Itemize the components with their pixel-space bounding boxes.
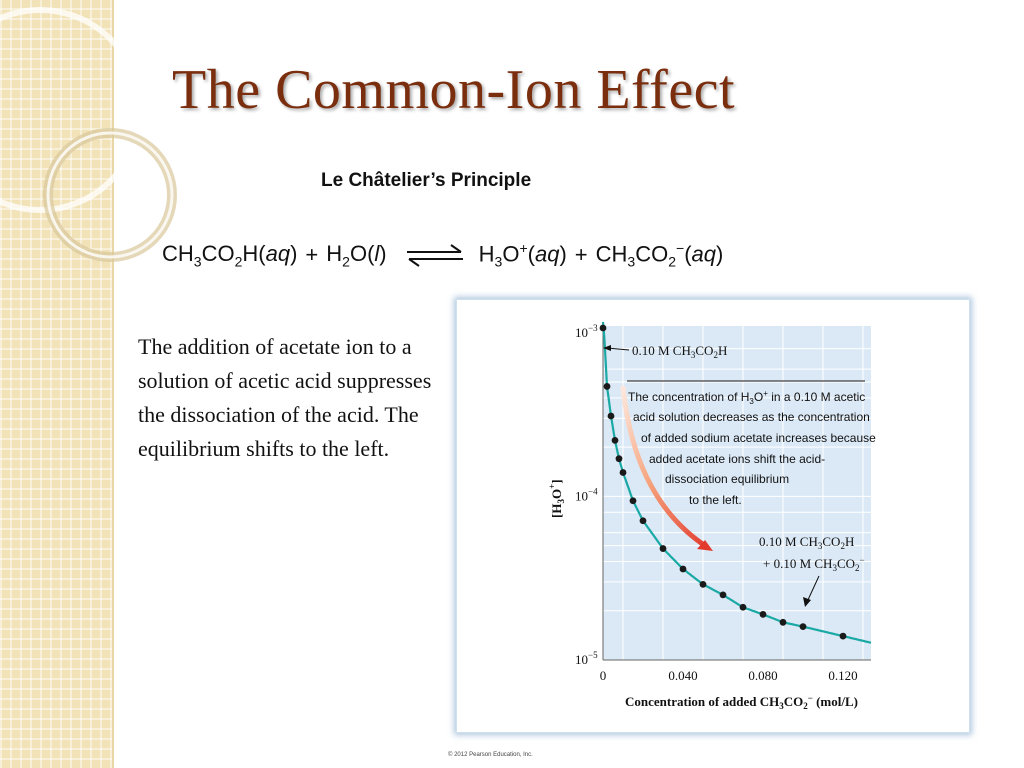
data-point bbox=[799, 623, 807, 631]
data-point bbox=[599, 324, 607, 332]
plus-sign: + bbox=[305, 241, 319, 267]
equilibrium-equation: CH3CO2H(aq) + H2O(l) H3O+(aq) + CH3CO2−(… bbox=[162, 240, 723, 270]
bottom-label-leader bbox=[806, 575, 820, 603]
bottom-label-line-1: 0.10 M CH3CO2H bbox=[759, 534, 854, 551]
tick-labels: 0 0.040 0.080 0.120 10−3 10−4 10−5 bbox=[575, 323, 858, 683]
series-curve bbox=[601, 321, 872, 644]
chart-figure: 0 0.040 0.080 0.120 10−3 10−4 10−5 0.10 M CH3C… bbox=[456, 299, 970, 733]
note-line-1: The concentration of H3O+ in a 0.10 M ac… bbox=[628, 389, 865, 406]
slide-subtitle: Le Châtelier’s Principle bbox=[321, 170, 532, 191]
data-point bbox=[779, 618, 787, 626]
trend-arrowhead bbox=[697, 540, 713, 551]
data-point bbox=[603, 383, 611, 390]
data-point bbox=[719, 591, 727, 599]
data-point bbox=[839, 632, 847, 640]
data-points bbox=[599, 324, 847, 640]
x-tick-label: 0 bbox=[600, 668, 607, 683]
body-text: The addition of acetate ion to a solutio… bbox=[138, 334, 432, 461]
note-line-5: dissociation equilibrium bbox=[665, 472, 789, 486]
bottom-label-line-2: + 0.10 M CH3CO2− bbox=[763, 555, 865, 573]
product-acetate: CH3CO2−(aq) bbox=[595, 240, 724, 270]
reactant-acetic-acid: CH3CO2H(aq) bbox=[162, 240, 298, 270]
data-point bbox=[759, 610, 767, 618]
data-point bbox=[615, 455, 623, 463]
data-point bbox=[659, 545, 667, 552]
y-tick-label: 10−4 bbox=[575, 486, 598, 503]
note-line-3: of added sodium acetate increases becaus… bbox=[641, 431, 876, 445]
x-tick-label: 0.040 bbox=[668, 668, 697, 683]
note-line-4: added acetate ions shift the acid- bbox=[649, 452, 825, 466]
plus-sign: + bbox=[574, 241, 588, 267]
x-tick-label: 0.080 bbox=[748, 668, 777, 683]
decorative-sidebar bbox=[0, 0, 114, 768]
slide-title: The Common-Ion Effect bbox=[172, 59, 736, 121]
bottom-label-arrowhead bbox=[803, 597, 811, 607]
data-point bbox=[607, 412, 615, 420]
note-line-6: to the left. bbox=[689, 493, 742, 507]
data-point bbox=[699, 580, 707, 588]
bottom-label: 0.10 M CH3CO2H + 0.10 M CH3CO2− bbox=[759, 534, 865, 573]
data-point bbox=[739, 603, 747, 611]
data-point bbox=[639, 517, 647, 525]
data-point bbox=[619, 469, 627, 476]
product-hydronium: H3O+(aq) bbox=[478, 240, 567, 270]
top-label: 0.10 M CH3CO2H bbox=[632, 343, 727, 360]
y-axis-label: [H3O+] bbox=[547, 479, 566, 518]
data-point bbox=[611, 436, 619, 444]
copyright-notice: © 2012 Pearson Education, Inc. bbox=[448, 752, 533, 758]
x-axis-label: Concentration of added CH3CO2− (mol/L) bbox=[625, 693, 858, 711]
y-tick-label: 10−5 bbox=[575, 650, 598, 667]
note-line-2: acid solution decreases as the concentra… bbox=[633, 410, 870, 424]
annotation-note: The concentration of H3O+ in a 0.10 M ac… bbox=[628, 389, 876, 507]
axes bbox=[602, 326, 871, 661]
reactant-water: H2O(l) bbox=[326, 240, 387, 270]
y-tick-label: 10−3 bbox=[575, 323, 598, 340]
top-label-arrowhead bbox=[603, 345, 611, 351]
equilibrium-arrows-icon bbox=[406, 244, 463, 267]
data-point bbox=[679, 565, 687, 573]
data-point bbox=[629, 497, 637, 505]
x-tick-label: 0.120 bbox=[828, 668, 857, 683]
trend-arrow bbox=[620, 385, 710, 550]
chart-svg: 0 0.040 0.080 0.120 10−3 10−4 10−5 0.10 M CH3C… bbox=[547, 321, 876, 711]
